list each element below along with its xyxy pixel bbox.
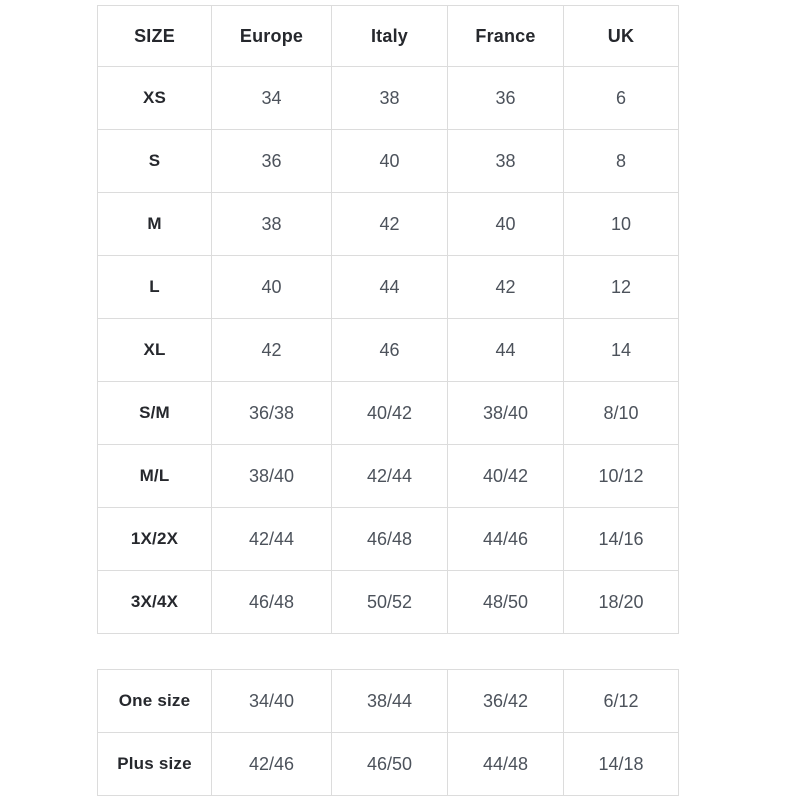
- value-cell: 8: [563, 129, 679, 193]
- table-row-xs: XS 34 38 36 6: [97, 66, 679, 130]
- value-cell: 38: [331, 66, 448, 130]
- size-label-cell: 3X/4X: [97, 570, 212, 634]
- value-cell: 42: [331, 192, 448, 256]
- value-cell: 40: [211, 255, 332, 319]
- value-cell: 40: [447, 192, 564, 256]
- size-label-cell: XS: [97, 66, 212, 130]
- value-cell: 14: [563, 318, 679, 382]
- table-row-3x4x: 3X/4X 46/48 50/52 48/50 18/20: [97, 570, 679, 634]
- column-header-europe: Europe: [211, 5, 332, 67]
- value-cell: 38/40: [211, 444, 332, 508]
- value-cell: 36: [211, 129, 332, 193]
- size-label-cell: XL: [97, 318, 212, 382]
- table-gap: [97, 634, 679, 669]
- value-cell: 12: [563, 255, 679, 319]
- value-cell: 36/38: [211, 381, 332, 445]
- value-cell: 42/44: [331, 444, 448, 508]
- value-cell: 38/44: [331, 669, 448, 733]
- value-cell: 46/48: [331, 507, 448, 571]
- table-row-xl: XL 42 46 44 14: [97, 318, 679, 382]
- column-header-france: France: [447, 5, 564, 67]
- value-cell: 42: [211, 318, 332, 382]
- size-label-cell: L: [97, 255, 212, 319]
- value-cell: 8/10: [563, 381, 679, 445]
- value-cell: 40/42: [447, 444, 564, 508]
- table-row-one-size: One size 34/40 38/44 36/42 6/12: [97, 669, 679, 733]
- special-sizes-table: One size 34/40 38/44 36/42 6/12 Plus siz…: [97, 669, 679, 796]
- value-cell: 44/48: [447, 732, 564, 796]
- value-cell: 44: [447, 318, 564, 382]
- value-cell: 18/20: [563, 570, 679, 634]
- column-header-size: SIZE: [97, 5, 212, 67]
- value-cell: 38: [447, 129, 564, 193]
- value-cell: 46: [331, 318, 448, 382]
- value-cell: 38/40: [447, 381, 564, 445]
- table-row-ml: M/L 38/40 42/44 40/42 10/12: [97, 444, 679, 508]
- value-cell: 40: [331, 129, 448, 193]
- value-cell: 10/12: [563, 444, 679, 508]
- size-label-cell: M: [97, 192, 212, 256]
- tables-wrap: SIZE Europe Italy France UK XS 34 38 36 …: [97, 5, 679, 796]
- table-row-m: M 38 42 40 10: [97, 192, 679, 256]
- table-row-s: S 36 40 38 8: [97, 129, 679, 193]
- size-label-cell: S: [97, 129, 212, 193]
- column-header-italy: Italy: [331, 5, 448, 67]
- value-cell: 50/52: [331, 570, 448, 634]
- value-cell: 36/42: [447, 669, 564, 733]
- table-row-sm: S/M 36/38 40/42 38/40 8/10: [97, 381, 679, 445]
- value-cell: 14/16: [563, 507, 679, 571]
- value-cell: 46/48: [211, 570, 332, 634]
- value-cell: 44: [331, 255, 448, 319]
- size-label-cell: 1X/2X: [97, 507, 212, 571]
- value-cell: 42: [447, 255, 564, 319]
- value-cell: 40/42: [331, 381, 448, 445]
- value-cell: 6/12: [563, 669, 679, 733]
- value-cell: 34: [211, 66, 332, 130]
- table-row-1x2x: 1X/2X 42/44 46/48 44/46 14/16: [97, 507, 679, 571]
- size-label-cell: S/M: [97, 381, 212, 445]
- size-label-cell: One size: [97, 669, 212, 733]
- value-cell: 46/50: [331, 732, 448, 796]
- value-cell: 6: [563, 66, 679, 130]
- value-cell: 34/40: [211, 669, 332, 733]
- table-row-plus-size: Plus size 42/46 46/50 44/48 14/18: [97, 732, 679, 796]
- column-header-uk: UK: [563, 5, 679, 67]
- size-conversion-table: SIZE Europe Italy France UK XS 34 38 36 …: [97, 5, 679, 634]
- value-cell: 38: [211, 192, 332, 256]
- value-cell: 42/44: [211, 507, 332, 571]
- value-cell: 44/46: [447, 507, 564, 571]
- table-row-l: L 40 44 42 12: [97, 255, 679, 319]
- value-cell: 48/50: [447, 570, 564, 634]
- value-cell: 36: [447, 66, 564, 130]
- size-label-cell: M/L: [97, 444, 212, 508]
- value-cell: 14/18: [563, 732, 679, 796]
- value-cell: 42/46: [211, 732, 332, 796]
- header-row: SIZE Europe Italy France UK: [97, 5, 679, 67]
- size-label-cell: Plus size: [97, 732, 212, 796]
- value-cell: 10: [563, 192, 679, 256]
